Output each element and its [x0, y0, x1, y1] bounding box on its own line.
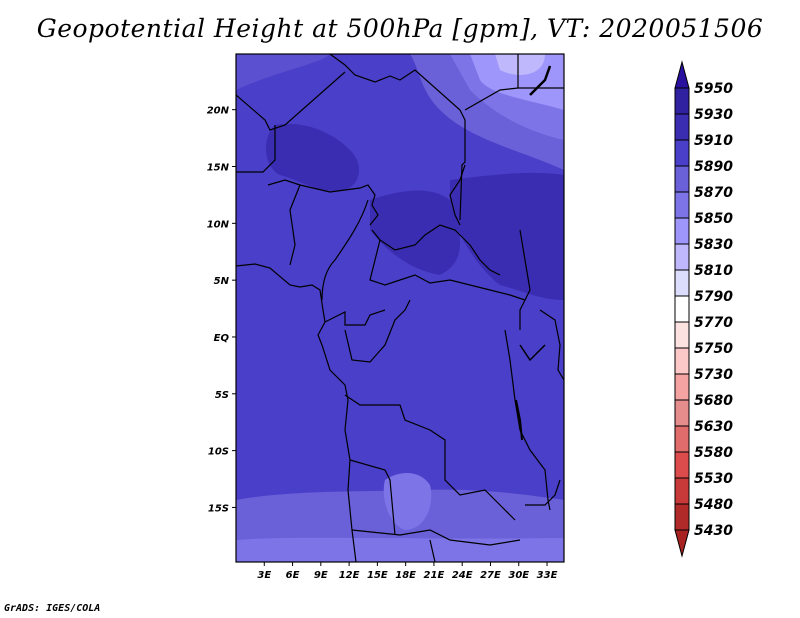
field-5910-5930: [450, 172, 564, 300]
border-angola-namibia: [349, 459, 396, 536]
colorbar-label: 5930: [694, 107, 733, 123]
border-egypt-sudan: [464, 87, 564, 111]
lat-tick-label: EQ: [214, 333, 230, 344]
colorbar-label: 5810: [694, 263, 733, 279]
border-angola-drc-zambia: [344, 394, 516, 521]
colorbar-label: 5480: [694, 497, 733, 513]
colorbar-segment: [674, 243, 690, 271]
colorbar-segment: [674, 451, 690, 479]
lat-tick-label: 15S: [208, 503, 229, 514]
border-kenya-tanzania: [539, 309, 564, 381]
colorbar-label: 5580: [694, 445, 733, 461]
colorbar-label: 5850: [694, 211, 733, 227]
field-5810-5830: [495, 54, 545, 75]
colorbar-segment: [674, 321, 690, 349]
colorbar-segment: [674, 191, 690, 219]
colorbar-label: 5790: [694, 289, 733, 305]
field-patch: [236, 54, 330, 90]
colorbar-segment: [674, 269, 690, 297]
colorbar-segment: [674, 217, 690, 245]
lon-tick-label: 18E: [395, 570, 416, 581]
field-patch: [240, 198, 290, 224]
field-5910-5930: [370, 190, 460, 275]
border-algeria: [236, 71, 346, 131]
colorbar-segment: [674, 399, 690, 427]
lon-tick-label: 24E: [452, 570, 473, 581]
colorbar-segment: [674, 503, 690, 531]
latitude-axis: 20N 15N 10N 5N EQ 5S 10S 15S: [207, 106, 236, 514]
colorbar-segment: [674, 373, 690, 401]
lat-tick-label: 20N: [207, 106, 230, 117]
colorbar-label: 5430: [694, 523, 733, 539]
colorbar-segment: [674, 477, 690, 505]
lat-tick-label: 10S: [208, 447, 229, 458]
lat-tick-label: 5N: [214, 276, 230, 287]
border-gabon: [324, 309, 386, 326]
lat-tick-label: 5S: [215, 390, 229, 401]
lat-tick-label: 10N: [207, 219, 230, 230]
lon-tick-label: 33E: [537, 570, 558, 581]
lon-tick-label: 12E: [339, 570, 360, 581]
border-congo: [344, 299, 411, 363]
chart-title: Geopotential Height at 500hPa [gpm], VT:…: [36, 14, 764, 43]
height-field: [236, 54, 564, 562]
lon-tick-label: 3E: [257, 570, 271, 581]
border-niger-chad-libya: [329, 54, 466, 221]
lon-tick-label: 6E: [286, 570, 300, 581]
border-namibia: [351, 529, 521, 546]
nile-lake: [529, 65, 552, 96]
border-chad-sudan: [449, 164, 466, 226]
colorbar-label: 5770: [694, 315, 733, 331]
colorbar-segment: [674, 113, 690, 141]
border-car-drc: [369, 239, 526, 301]
colorbar-segment: [674, 347, 690, 375]
lat-tick-label: 15N: [207, 163, 230, 174]
field-5830-5850: [470, 54, 564, 110]
colorbar-label: 5950: [694, 81, 733, 97]
border-botswana: [429, 539, 436, 562]
colorbar-label: 5890: [694, 159, 733, 175]
longitude-axis: 3E 6E 9E 12E 15E 18E 21E 24E 27E 30E 33E: [257, 562, 558, 581]
plot-frame: [235, 53, 565, 563]
country-boundaries: [236, 54, 564, 562]
colorbar-segment: [674, 165, 690, 193]
colorbar-segment: [674, 295, 690, 323]
lon-tick-label: 21E: [424, 570, 445, 581]
border-mozambique: [525, 479, 561, 506]
colorbar-label: 5910: [694, 133, 733, 149]
field-5910-5930: [265, 123, 360, 192]
colorbar-segment: [674, 87, 690, 115]
lake-victoria: [519, 344, 546, 362]
lon-tick-label: 15E: [367, 570, 388, 581]
border-benin: [289, 184, 301, 266]
colorbar-arrow-bottom: [674, 529, 690, 558]
lon-tick-label: 27E: [480, 570, 501, 581]
border-east: [504, 329, 551, 511]
border-nigeria-cameroon: [321, 199, 369, 301]
field-5850-5870: [383, 473, 432, 530]
colorbar-arrow-top: [674, 60, 690, 89]
grads-credit: GrADS: IGES/COLA: [4, 603, 101, 614]
border-nigeria-niger: [267, 179, 379, 226]
colorbar-label: 5530: [694, 471, 733, 487]
colorbar-segment: [674, 139, 690, 167]
border-mali-niger: [236, 125, 276, 173]
border-car-chad: [371, 224, 501, 276]
lake-tanganyika: [515, 399, 523, 441]
colorbar-label: 5870: [694, 185, 733, 201]
border-sudan-south: [519, 229, 531, 330]
colorbar-segment: [674, 425, 690, 453]
colorbar-label: 5730: [694, 367, 733, 383]
colorbar-label: 5630: [694, 419, 733, 435]
lon-tick-label: 9E: [314, 570, 328, 581]
colorbar: 5950 5930 5910 5890 5870 5850 5830 5810 5790 5770…: [674, 60, 733, 558]
colorbar-label: 5750: [694, 341, 733, 357]
colorbar-label: 5830: [694, 237, 733, 253]
lon-tick-label: 30E: [508, 570, 529, 581]
colorbar-label: 5680: [694, 393, 733, 409]
